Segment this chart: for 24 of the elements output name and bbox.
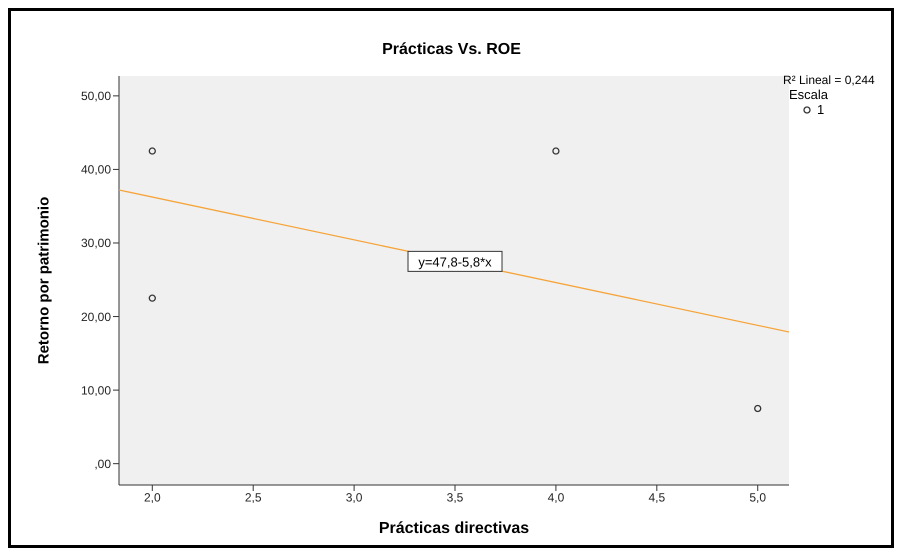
- point: [552, 147, 560, 155]
- x-axis-title: Prácticas directivas: [378, 520, 530, 537]
- point: [754, 404, 762, 412]
- legend-label: 1: [817, 102, 824, 117]
- x-tick-label: 4,0: [548, 490, 565, 505]
- y-axis-title: Retorno por patrimonio: [35, 196, 52, 364]
- x-tick-label: 4,5: [648, 490, 666, 505]
- x-tick-label: 5,0: [749, 490, 766, 505]
- x-tick-label: 3,5: [446, 490, 464, 505]
- x-tick-label: 2,5: [244, 490, 262, 505]
- chart-title: Prácticas Vs. ROE: [381, 41, 522, 59]
- y-tick-label: 40,00: [80, 162, 112, 177]
- y-tick-label: 30,00: [80, 236, 112, 250]
- point: [148, 294, 156, 302]
- y-tick-label: 20,00: [80, 310, 112, 324]
- legend-title: Escala: [789, 87, 830, 102]
- y-tick-label: 50,00: [80, 89, 112, 104]
- annotation: y=47,8-5,8*x: [418, 254, 492, 270]
- annotation: R² Lineal = 0,244: [783, 73, 875, 87]
- y-tick-label: ,00: [94, 456, 112, 471]
- point: [148, 147, 156, 155]
- x-tick-label: 3,0: [346, 490, 363, 505]
- y-tick-label: 10,00: [80, 383, 112, 398]
- x-tick-label: 2,0: [144, 490, 161, 505]
